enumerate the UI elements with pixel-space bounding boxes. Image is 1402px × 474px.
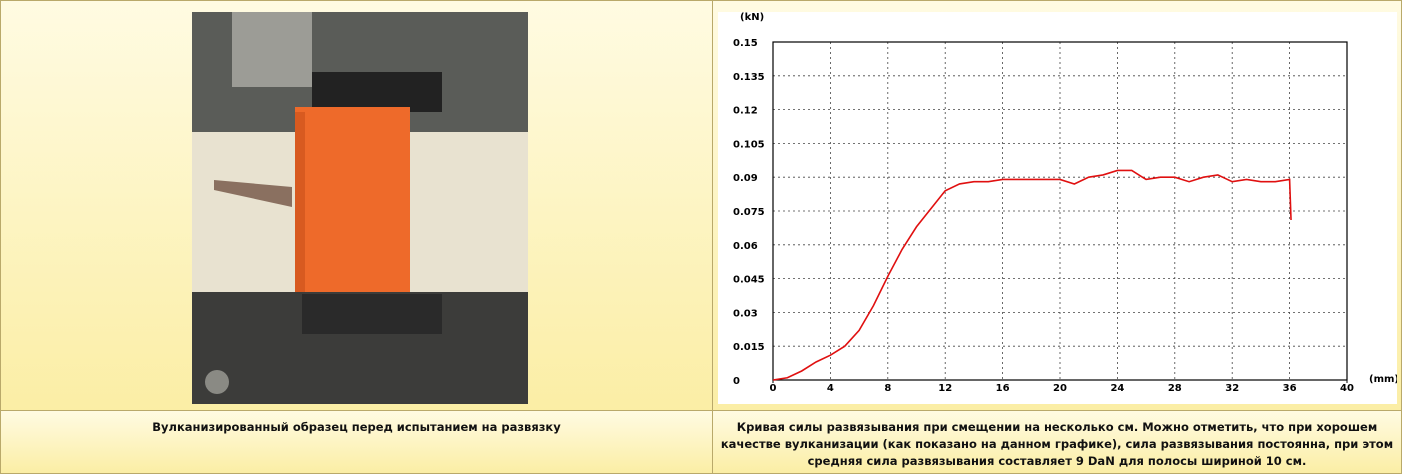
y-tick-label: 0.105 — [733, 139, 765, 150]
y-tick-label: 0.15 — [733, 38, 758, 49]
caption: Кривая силы развязывания при смещении на… — [720, 420, 1394, 468]
y-tick-label: 0.03 — [733, 308, 758, 319]
x-tick-label: 32 — [1225, 383, 1239, 394]
plot-frame — [772, 41, 1348, 381]
y-tick-label: 0.075 — [733, 207, 765, 218]
chart: (kN) (mm) 0 0.015 0.03 0.045 0.06 0.075 0.09 0.… — [718, 12, 1397, 404]
y-tick-label: 0.09 — [733, 173, 758, 184]
caption: Вулканизированный образец перед испытани… — [152, 420, 561, 434]
data-line — [772, 169, 1292, 381]
y-tick-label: 0.06 — [733, 241, 758, 252]
clamp-plate — [232, 12, 312, 87]
x-tick-label: 28 — [1168, 383, 1182, 394]
x-tick-label: 0 — [770, 383, 777, 394]
y-unit: (kN) — [740, 12, 764, 23]
x-tick-label: 40 — [1340, 383, 1354, 394]
strip-edge — [295, 112, 305, 402]
bent-strip — [214, 180, 292, 207]
x-tick-label: 20 — [1053, 383, 1067, 394]
x-tick-label: 16 — [996, 383, 1010, 394]
x-tick-label: 36 — [1283, 383, 1297, 394]
caption-cell — [712, 410, 1402, 474]
y-tick-label: 0.12 — [733, 106, 758, 117]
jaw — [312, 72, 442, 112]
x-tick-label: 8 — [884, 383, 891, 394]
y-tick-label: 0 — [733, 376, 740, 387]
y-tick-label: 0.045 — [733, 275, 765, 286]
x-tick-label: 4 — [827, 383, 834, 394]
photo — [192, 12, 528, 404]
bolt — [205, 370, 229, 394]
y-tick-label: 0.015 — [733, 342, 765, 353]
lower-jaw — [302, 294, 442, 334]
x-tick-label: 12 — [938, 383, 952, 394]
y-tick-label: 0.135 — [733, 72, 765, 83]
x-unit: (mm) — [1369, 374, 1397, 385]
x-tick-label: 24 — [1110, 383, 1124, 394]
chart-bg — [718, 12, 1397, 404]
orange-strip — [295, 107, 410, 307]
